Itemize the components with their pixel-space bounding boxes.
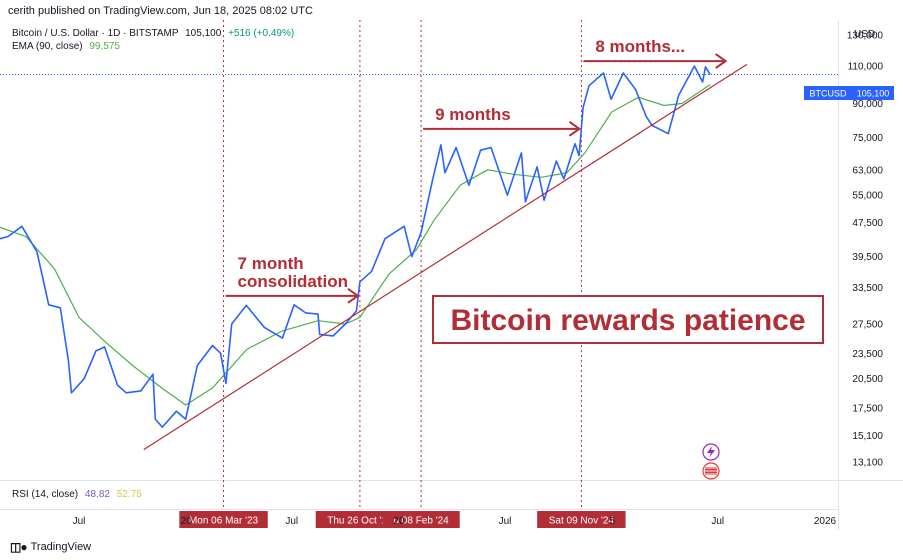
y-tick-label: 20,500 <box>852 374 883 385</box>
annotation-arrow-head <box>568 121 582 137</box>
us-flag-icon <box>705 467 717 475</box>
tradingview-footer[interactable]: ◫● TradingView <box>10 540 91 554</box>
price-change: +516 (+0.49%) <box>228 28 295 39</box>
date-marker-tag <box>382 511 460 528</box>
y-tick-label: 23,500 <box>852 349 883 360</box>
ema-value: 99,575 <box>89 41 120 52</box>
ema-line <box>0 84 711 406</box>
duration-annotation[interactable]: 9 months <box>423 105 582 137</box>
date-marker-label: Sat 09 Nov '24 <box>549 516 615 527</box>
support-trendline[interactable] <box>143 63 748 451</box>
symbol-title: Bitcoin / U.S. Dollar · 1D · BITSTAMP <box>12 28 179 39</box>
ticker-tag-symbol: BTCUSD <box>809 89 847 99</box>
y-tick-label: 55,000 <box>852 191 883 202</box>
published-header: cerith published on TradingView.com, Jun… <box>8 5 313 17</box>
date-marker-tag <box>315 511 405 528</box>
x-tick-label: Jul <box>285 516 298 527</box>
event-icons[interactable] <box>702 443 720 480</box>
rsi-legend[interactable]: RSI (14, close) 48.82 52.75 <box>12 489 142 500</box>
y-tick-label: 47,500 <box>852 218 883 229</box>
x-tick-label: 2026 <box>814 516 837 527</box>
x-tick-label: Jul <box>73 516 86 527</box>
callout-frame <box>432 295 824 344</box>
ema-legend[interactable]: EMA (90, close) 99,575 <box>12 41 120 52</box>
x-tick-label: Jul <box>499 516 512 527</box>
ticker-tag-price: 105,100 <box>857 89 890 99</box>
annotation-label: consolidation <box>238 272 349 291</box>
duration-annotation[interactable]: 8 months... <box>583 37 728 69</box>
annotation-label: 9 months <box>435 105 511 124</box>
symbol-legend[interactable]: Bitcoin / U.S. Dollar · 1D · BITSTAMP 10… <box>12 28 294 39</box>
y-tick-label: 17,500 <box>852 404 883 415</box>
x-tick-label: 20 <box>181 516 193 527</box>
y-tick-label: 15,100 <box>852 431 883 442</box>
x-tick-label: 5 <box>609 516 615 527</box>
ticker-tag-symbol-bg <box>804 86 852 100</box>
date-marker-label: u 08 Feb '24 <box>393 516 449 527</box>
annotation-arrow-head <box>347 288 360 304</box>
callout-box[interactable]: Bitcoin rewards patience <box>432 295 824 344</box>
y-tick-label: 39,500 <box>852 252 883 263</box>
x-tick-label: Jul <box>711 516 724 527</box>
ema-label: EMA (90, close) <box>12 41 83 52</box>
tradingview-logo-icon: ◫● <box>10 540 28 554</box>
y-tick-label: 130,000 <box>847 31 884 42</box>
rsi-value: 48.82 <box>84 489 110 500</box>
y-tick-label: 63,000 <box>852 165 883 176</box>
x-tick-label: 20 <box>393 516 405 527</box>
current-price: 105,100 <box>185 28 222 39</box>
rsi-label: RSI (14, close) <box>12 489 79 500</box>
y-tick-label: 33,500 <box>852 283 883 294</box>
date-marker-label: Thu 26 Oct '23 <box>327 516 393 527</box>
annotation-label: 8 months... <box>595 37 685 56</box>
footer-brand: TradingView <box>30 541 92 553</box>
date-marker-tag <box>179 511 268 528</box>
price-line <box>0 65 711 428</box>
y-tick-label: 75,000 <box>852 133 883 144</box>
y-tick-label: 27,500 <box>852 320 883 331</box>
y-tick-label: 90,000 <box>852 99 883 110</box>
date-marker-tag <box>537 511 626 528</box>
callout-text: Bitcoin rewards patience <box>450 304 805 337</box>
y-tick-label: 110,000 <box>848 62 884 73</box>
annotation-label: 7 month <box>238 254 304 273</box>
rsi-ma-value: 52.75 <box>116 489 142 500</box>
lightning-icon <box>707 446 715 458</box>
annotation-arrow-head <box>715 53 728 69</box>
date-marker-label: Mon 06 Mar '23 <box>189 516 259 527</box>
btcusd-price-tag[interactable]: BTCUSD 105,100 <box>804 86 894 100</box>
y-tick-label: 13,100 <box>852 458 883 469</box>
currency-label[interactable]: USD <box>854 29 876 40</box>
ticker-tag-price-bg <box>852 86 894 100</box>
